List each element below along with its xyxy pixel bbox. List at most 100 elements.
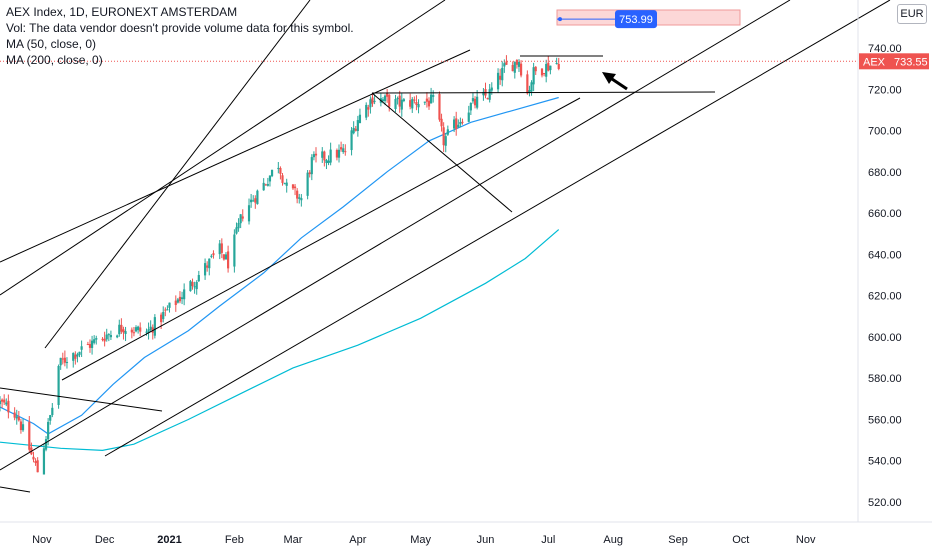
candle <box>235 222 238 235</box>
price-tick-label: 720.00 <box>868 84 902 96</box>
time-tick-label: Oct <box>732 534 749 546</box>
candle <box>335 148 339 161</box>
candle <box>425 92 429 108</box>
candle <box>19 418 23 434</box>
legend-ma200[interactable]: MA (200, close, 0) <box>6 53 103 67</box>
candle <box>203 258 207 280</box>
candle <box>162 306 165 323</box>
candle <box>285 178 288 193</box>
price-tick-label: 740.00 <box>868 43 902 55</box>
candle <box>291 184 295 190</box>
candle <box>337 144 341 163</box>
candle <box>457 119 460 128</box>
candle <box>93 335 96 345</box>
candle <box>314 147 318 163</box>
legend-volume-note[interactable]: Vol: The data vendor doesn't provide vol… <box>6 21 354 35</box>
candle <box>369 96 372 114</box>
candle <box>34 458 37 466</box>
trendline[interactable] <box>371 92 513 213</box>
candle <box>365 102 368 121</box>
time-tick-label: Nov <box>796 534 816 546</box>
candle <box>415 95 418 111</box>
candle <box>400 93 403 117</box>
candle <box>417 99 420 114</box>
legend-title[interactable]: AEX Index, 1D, EURONEXT AMSTERDAM <box>6 5 238 19</box>
candle <box>147 322 150 340</box>
candle <box>250 193 253 208</box>
candle <box>42 443 46 475</box>
candle <box>352 121 355 135</box>
legend-ma50[interactable]: MA (50, close, 0) <box>6 37 97 51</box>
candle <box>191 278 194 290</box>
candle <box>107 333 110 342</box>
candle <box>312 151 316 161</box>
time-tick-label: Apr <box>349 534 366 546</box>
candle <box>344 144 347 156</box>
time-tick-label: Dec <box>95 534 115 546</box>
candle <box>513 61 516 79</box>
candle <box>413 96 416 104</box>
candle <box>429 87 433 104</box>
target-range-box[interactable]: 753.99 <box>556 9 741 29</box>
candle <box>411 97 414 113</box>
trendline[interactable] <box>0 486 31 493</box>
candle <box>281 173 284 186</box>
trendline[interactable] <box>0 0 446 296</box>
candle <box>383 94 387 106</box>
price-tick-label: 520.00 <box>868 497 902 509</box>
candle <box>321 147 324 163</box>
candle <box>252 195 255 202</box>
candle <box>340 141 343 152</box>
candle <box>88 339 92 353</box>
price-axis[interactable]: 520.00 540.00 560.00 580.00 600.00 620.00 640.… <box>857 0 902 522</box>
candle <box>266 177 269 187</box>
time-tick-label: Aug <box>603 534 623 546</box>
chart-legend: AEX Index, 1D, EURONEXT AMSTERDAM Vol: T… <box>6 4 354 68</box>
candle <box>398 90 401 113</box>
currency-badge[interactable]: EUR <box>897 4 927 24</box>
candle <box>189 279 192 292</box>
candle <box>30 442 33 456</box>
trendline[interactable] <box>44 0 311 349</box>
candle <box>17 410 20 422</box>
trendline[interactable] <box>0 0 791 471</box>
candle <box>15 409 18 425</box>
candle <box>488 83 491 103</box>
time-tick-label: Nov <box>32 534 52 546</box>
candle <box>256 189 259 205</box>
candle <box>153 314 156 339</box>
trendline[interactable] <box>0 387 163 412</box>
candle <box>13 407 16 421</box>
candle <box>86 341 89 346</box>
price-tick-label: 700.00 <box>868 126 902 138</box>
candle <box>57 364 60 409</box>
candle <box>427 97 431 110</box>
candle <box>151 324 154 340</box>
time-tick-label: May <box>410 534 431 546</box>
price-tick-label: 580.00 <box>868 373 902 385</box>
candle <box>530 80 533 96</box>
candle <box>132 326 136 337</box>
trendline[interactable] <box>104 0 891 457</box>
price-tick-label: 540.00 <box>868 456 902 468</box>
candle <box>279 166 282 180</box>
candle <box>124 326 127 342</box>
trendline-drawings[interactable]: 753.99 <box>0 0 891 493</box>
price-tick-label: 560.00 <box>868 414 902 426</box>
candle <box>547 56 550 72</box>
trendline[interactable] <box>371 91 716 94</box>
candle <box>72 352 75 368</box>
candle <box>511 61 514 72</box>
candle <box>90 335 94 355</box>
candle <box>49 414 52 425</box>
candle <box>264 183 267 186</box>
trendline[interactable] <box>61 97 581 381</box>
candle <box>51 403 54 418</box>
time-axis[interactable]: Nov Dec 2021 Feb Mar Apr May Jun Jul Aug Sep Oct Nov <box>0 521 932 546</box>
trendline[interactable] <box>0 49 471 263</box>
candle <box>195 280 198 295</box>
arrow-annotation[interactable] <box>602 72 628 91</box>
candle <box>61 352 64 365</box>
candle <box>44 436 48 452</box>
